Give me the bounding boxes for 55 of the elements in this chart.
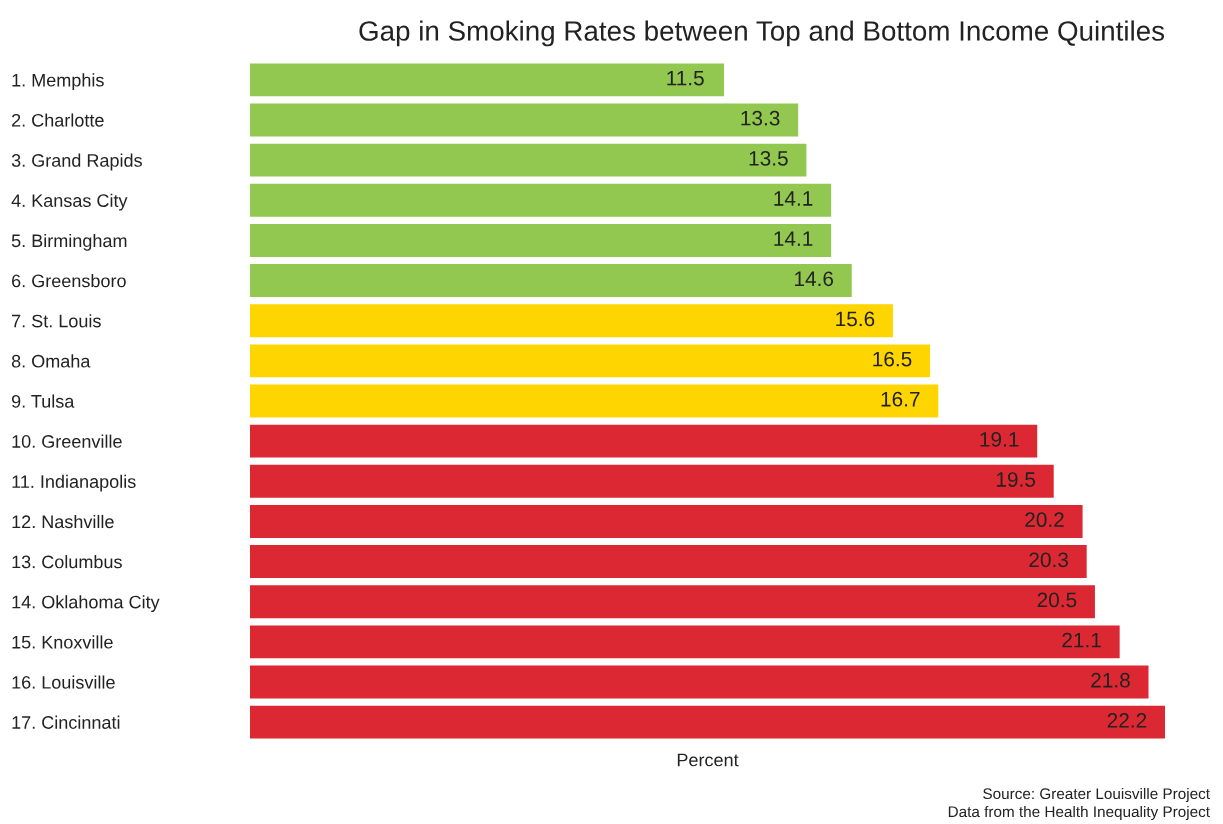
- y-tick-label: 3. Grand Rapids: [11, 153, 142, 171]
- bar: [250, 665, 1149, 699]
- bar: [250, 183, 832, 217]
- bar: [250, 143, 807, 177]
- text: Data from the Health Inequality Project: [948, 805, 1210, 821]
- data-label: 20.5: [1037, 592, 1077, 608]
- data-label: 11.5: [667, 70, 704, 86]
- x-axis-title: Percent: [677, 753, 739, 767]
- data-label: 14.6: [795, 271, 834, 287]
- bar: [250, 63, 724, 97]
- bar: [250, 424, 1038, 458]
- data-label: 13.5: [749, 150, 788, 166]
- bar: [250, 344, 931, 378]
- data-label: 20.3: [1029, 552, 1068, 568]
- y-tick-label: 7. St. Louis: [12, 314, 101, 328]
- bar: [250, 705, 1165, 739]
- y-tick-label: 2. Charlotte: [12, 113, 104, 127]
- bar: [250, 585, 1095, 619]
- y-tick-label: 11. Indianapolis: [12, 474, 136, 492]
- y-tick-label: 5. Birmingham: [11, 233, 127, 251]
- y-tick-label: 15. Knoxville: [12, 635, 113, 649]
- y-tick-label: 10. Greenville: [12, 434, 122, 448]
- data-label: 21.1: [1062, 632, 1101, 648]
- data-label: 19.5: [996, 472, 1036, 487]
- data-label: 14.1: [774, 231, 813, 246]
- data-label: 21.8: [1091, 672, 1130, 688]
- y-tick-label: 8. Omaha: [11, 354, 91, 368]
- bar: [250, 625, 1120, 659]
- y-tick-label: 16. Louisville: [12, 675, 115, 689]
- data-label: 15.6: [836, 311, 875, 327]
- y-tick-label: 9. Tulsa: [11, 394, 75, 408]
- bar: [250, 504, 1083, 538]
- bar: [250, 384, 939, 418]
- bar: [250, 545, 1087, 579]
- data-label: 22.2: [1107, 713, 1147, 728]
- y-tick-label: 4. Kansas City: [11, 193, 128, 211]
- data-label: 13.3: [741, 110, 780, 126]
- y-tick-label: 17. Cincinnati: [12, 715, 120, 729]
- y-tick-label: 6. Greensboro: [12, 274, 126, 288]
- data-label: 16.7: [881, 391, 920, 407]
- bar: [250, 223, 832, 257]
- source-note: Source: Greater Louisville Project: [983, 787, 1210, 803]
- bar: [250, 103, 799, 137]
- y-tick-label: 1. Memphis: [12, 73, 104, 91]
- data-label: 19.1: [980, 431, 1019, 447]
- data-label: 14.1: [774, 191, 813, 206]
- chart-title: Gap in Smoking Rates between Top and Bottom Income Quintiles: [359, 20, 1165, 47]
- y-tick-label: 12. Nashville: [12, 514, 114, 529]
- bar: [250, 304, 893, 338]
- data-label: 20.2: [1025, 512, 1064, 528]
- data-label: 16.5: [873, 351, 912, 367]
- bar: [250, 264, 852, 298]
- y-tick-label: 13. Columbus: [12, 555, 122, 569]
- bar: [250, 464, 1054, 498]
- y-tick-label: 14. Oklahoma City: [12, 595, 160, 613]
